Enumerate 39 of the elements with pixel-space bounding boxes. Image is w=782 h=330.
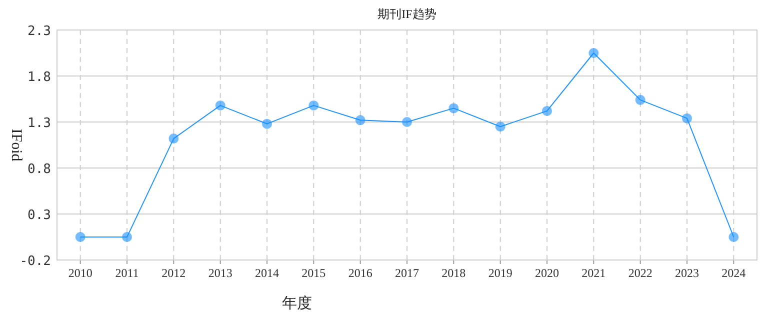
y-tick-label: 2.3 [28,24,51,39]
y-tick-label: 1.8 [28,70,51,85]
x-tick-label: 2021 [582,266,606,280]
x-tick-label: 2020 [535,266,559,280]
x-tick-label: 2011 [115,266,139,280]
y-axis-title: IFoid [8,128,24,162]
point [215,100,226,110]
x-tick-label: 2018 [442,266,466,280]
point [262,118,272,129]
point [402,117,412,127]
point [75,232,86,242]
y-tick-label: 1.3 [28,116,51,131]
point [728,232,739,242]
point [168,134,179,144]
x-tick-label: 2014 [255,266,279,280]
x-tick-label: 2016 [348,266,372,280]
x-tick-label: 2023 [675,266,699,280]
x-tick-label: 2015 [302,266,326,280]
point [448,103,459,114]
x-tick-label: 2012 [162,266,186,280]
point [542,106,552,116]
point [588,48,599,58]
x-tick-label: 2024 [722,266,746,280]
x-tick-label: 2013 [208,266,232,280]
point [495,122,506,132]
point [308,100,319,110]
x-tick-label: 2019 [488,266,512,280]
y-tick-label: 0.3 [28,208,51,223]
x-axis-title: 年度 [282,295,312,312]
chart-title: 期刊IF趋势 [378,7,436,21]
x-tick-label: 2017 [395,266,419,280]
y-tick-label: -0.2 [20,254,51,269]
y-tick-label: 0.8 [28,162,51,177]
point [635,94,646,105]
x-tick-label: 2010 [68,266,92,280]
x-tick-label: 2022 [628,266,652,280]
point [122,232,132,242]
point [682,113,692,124]
point [355,115,366,126]
